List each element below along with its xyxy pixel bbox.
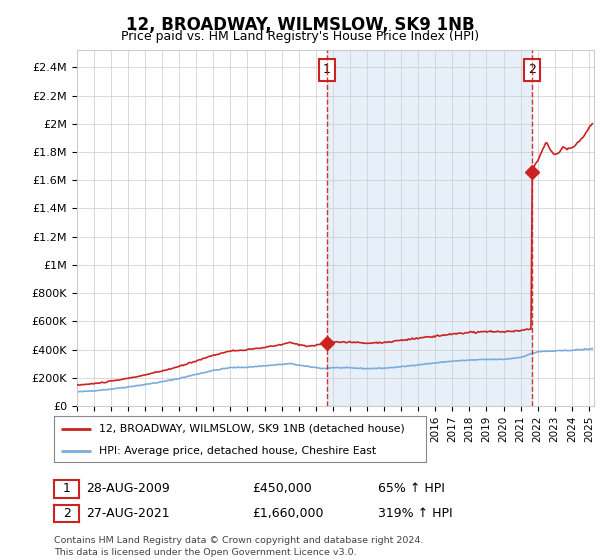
Text: 28-AUG-2009: 28-AUG-2009 <box>86 482 170 496</box>
Text: £1,660,000: £1,660,000 <box>252 507 323 520</box>
Text: Price paid vs. HM Land Registry's House Price Index (HPI): Price paid vs. HM Land Registry's House … <box>121 30 479 43</box>
Text: 27-AUG-2021: 27-AUG-2021 <box>86 507 170 520</box>
Text: Contains HM Land Registry data © Crown copyright and database right 2024.
This d: Contains HM Land Registry data © Crown c… <box>54 536 424 557</box>
Text: 2: 2 <box>62 507 71 520</box>
Text: 12, BROADWAY, WILMSLOW, SK9 1NB (detached house): 12, BROADWAY, WILMSLOW, SK9 1NB (detache… <box>98 424 404 434</box>
Text: 319% ↑ HPI: 319% ↑ HPI <box>378 507 452 520</box>
Text: 2: 2 <box>528 63 536 77</box>
Text: 1: 1 <box>62 482 71 496</box>
Text: 12, BROADWAY, WILMSLOW, SK9 1NB: 12, BROADWAY, WILMSLOW, SK9 1NB <box>125 16 475 34</box>
Bar <box>327 50 532 406</box>
Text: 65% ↑ HPI: 65% ↑ HPI <box>378 482 445 496</box>
Text: £450,000: £450,000 <box>252 482 312 496</box>
Text: HPI: Average price, detached house, Cheshire East: HPI: Average price, detached house, Ches… <box>98 446 376 455</box>
Text: 1: 1 <box>323 63 331 77</box>
